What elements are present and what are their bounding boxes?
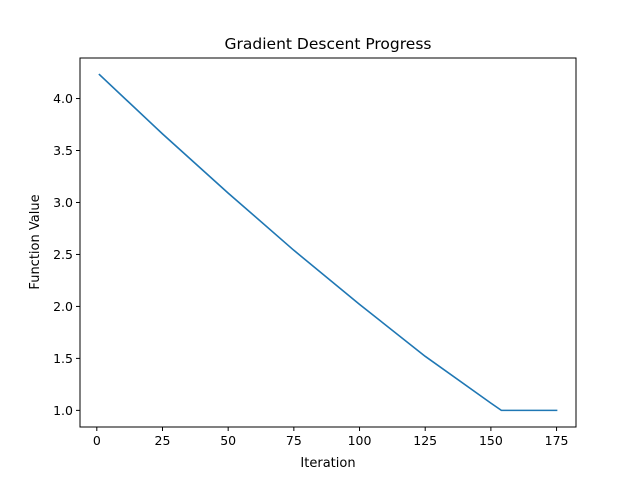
x-tick-label: 150 bbox=[479, 433, 503, 448]
x-axis-ticks: 0 25 50 75 100 125 150 175 bbox=[93, 427, 569, 448]
y-tick-label: 3.0 bbox=[53, 195, 73, 210]
chart-title: Gradient Descent Progress bbox=[225, 35, 432, 53]
y-tick-label: 2.5 bbox=[53, 247, 73, 262]
x-tick-label: 25 bbox=[155, 433, 171, 448]
y-tick-label: 1.5 bbox=[53, 351, 73, 366]
y-tick-label: 3.5 bbox=[53, 143, 73, 158]
series-layer bbox=[98, 73, 558, 412]
y-tick-label: 2.0 bbox=[53, 299, 73, 314]
y-tick-label: 1.0 bbox=[53, 403, 73, 418]
x-tick-label: 0 bbox=[93, 433, 101, 448]
plot-frame bbox=[79, 57, 577, 428]
y-tick-label: 4.0 bbox=[53, 91, 73, 106]
x-axis-label: Iteration bbox=[300, 456, 355, 471]
x-tick-label: 100 bbox=[348, 433, 372, 448]
x-tick-label: 50 bbox=[220, 433, 236, 448]
x-tick-label: 175 bbox=[545, 433, 569, 448]
y-axis-ticks: 1.0 1.5 2.0 2.5 3.0 3.5 4.0 bbox=[53, 91, 80, 418]
y-axis-label: Function Value bbox=[28, 194, 43, 289]
x-tick-label: 75 bbox=[286, 433, 302, 448]
x-tick-label: 125 bbox=[413, 433, 437, 448]
series-line bbox=[98, 73, 558, 412]
